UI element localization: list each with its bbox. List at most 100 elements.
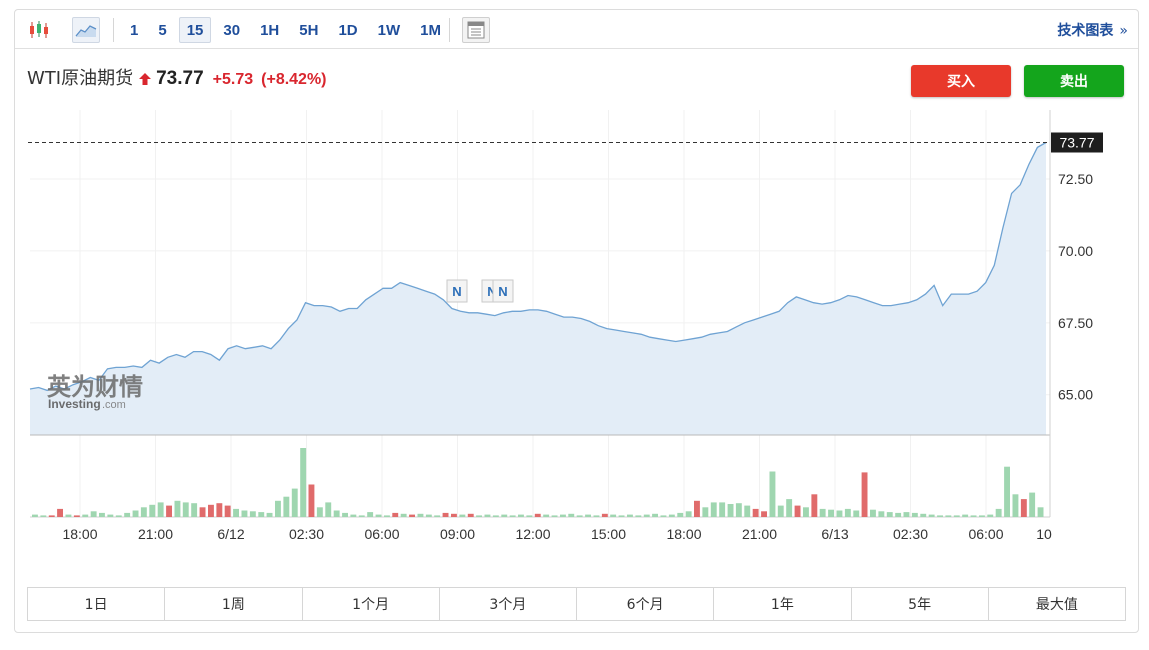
volume-bar [333, 510, 340, 517]
volume-bar [627, 514, 633, 517]
interval-30[interactable]: 30 [223, 21, 241, 39]
x-tick-label: 21:00 [138, 526, 173, 542]
volume-bar [442, 512, 449, 517]
area-chart-icon[interactable] [72, 17, 100, 43]
volume-bar [601, 513, 608, 517]
instrument-name: WTI原油期货 [27, 68, 134, 89]
interval-selector: 1 5 15 30 1H 5H 1D 1W 1M [122, 17, 453, 43]
volume-bar [384, 515, 390, 517]
volume-bar [861, 472, 868, 517]
price-chart[interactable]: 73.77 72.50 70.00 67.50 65.00 18:00 21:00 6/12 0… [15, 10, 1138, 570]
candlestick-icon[interactable] [25, 17, 53, 43]
volume-bar [99, 512, 105, 517]
chart-toolbar: 1 5 15 30 1H 5H 1D 1W 1M 技术图表» [15, 10, 1138, 49]
range-option[interactable]: 1个月 [303, 588, 440, 620]
volume-bar [182, 502, 189, 517]
x-tick-label: 02:30 [289, 526, 324, 542]
volume-bar [786, 499, 793, 517]
volume-bar [208, 504, 214, 517]
range-option[interactable]: 1日 [28, 588, 166, 620]
volume-bar [1029, 492, 1036, 517]
range-option[interactable]: 最大值 [1035, 597, 1078, 613]
volume-bar [174, 500, 181, 517]
volume-bar [199, 507, 206, 517]
volume-bar [702, 507, 709, 517]
range-option[interactable]: 5年 [852, 588, 989, 620]
tech-chart-link[interactable]: 技术图表 » [1057, 20, 1128, 40]
x-tick-label: 02:30 [893, 526, 928, 542]
volume-bar [585, 514, 591, 517]
layout-icon[interactable] [462, 17, 490, 43]
interval-1d[interactable]: 1D [338, 21, 358, 39]
volume-bar [90, 511, 97, 517]
volume-bar [551, 515, 558, 517]
volume-bar [945, 515, 952, 517]
buy-button[interactable]: 买入 [911, 65, 1011, 97]
volume-bar [434, 515, 441, 517]
news-marker[interactable]: N [492, 279, 514, 303]
volume-bar [962, 514, 969, 517]
interval-1h[interactable]: 1H [260, 21, 280, 39]
volume-bar [534, 513, 541, 517]
interval-15[interactable]: 15 [178, 17, 212, 43]
range-option[interactable]: 6个月 [577, 588, 715, 620]
price-change-percent: (+8.42%) [261, 71, 327, 88]
last-price-label: 73.77 [1059, 135, 1094, 151]
volume-bar [375, 514, 382, 517]
volume-bar [484, 514, 491, 517]
volume-bar [166, 505, 172, 517]
interval-1m[interactable]: 1M [420, 21, 441, 39]
x-tick-label: 21:00 [742, 526, 777, 542]
volume-bar [769, 471, 776, 517]
volume-bar [1037, 507, 1044, 517]
up-arrow-icon [139, 73, 152, 85]
volume-bar [953, 515, 960, 517]
volume-bar [358, 515, 365, 517]
interval-1[interactable]: 1 [130, 21, 139, 39]
x-tick-label: 6/12 [217, 526, 244, 542]
volume-bar [73, 515, 80, 517]
sell-button[interactable]: 卖出 [1024, 65, 1124, 97]
y-tick-label: 72.50 [1058, 171, 1093, 187]
volume-bar [761, 511, 767, 517]
volume-bar [501, 514, 508, 517]
watermark-en-suffix: .com [102, 399, 126, 411]
volume-bar [937, 515, 943, 517]
volume-bar [342, 512, 348, 517]
volume-bar [568, 513, 575, 517]
volume-bar [870, 509, 876, 517]
volume-bar [560, 514, 566, 517]
toolbar-separator [449, 18, 450, 42]
interval-1w[interactable]: 1W [377, 21, 401, 39]
volume-bar [853, 510, 860, 517]
news-marker-label: N [498, 284, 507, 299]
volume-bar [685, 511, 692, 517]
interval-5h[interactable]: 5H [299, 21, 319, 39]
news-marker[interactable]: N [446, 279, 468, 303]
range-option[interactable]: 1周 [165, 588, 303, 620]
volume-bar [467, 513, 474, 517]
volume-bar [677, 512, 684, 517]
volume-bar [48, 515, 55, 517]
volume-bar [82, 514, 89, 517]
volume-bar [1020, 499, 1027, 517]
volume-bar [694, 500, 700, 517]
volume-bar [451, 513, 457, 517]
volume-bar [526, 515, 533, 517]
last-price: 73.77 [156, 68, 204, 89]
volume-bar [735, 503, 742, 517]
price-change: +5.73 [212, 71, 254, 88]
interval-5[interactable]: 5 [158, 21, 167, 39]
x-tick-label: 18:00 [62, 526, 97, 542]
range-option[interactable]: 1年 [714, 588, 852, 620]
volume-bar [836, 510, 843, 517]
volume-bar [40, 515, 47, 517]
volume-bar [291, 488, 298, 517]
volume-bar [392, 512, 399, 517]
volume-bar [258, 512, 265, 517]
range-option[interactable]: 3个月 [440, 588, 577, 620]
volume-bar [635, 515, 642, 517]
volume-bar [903, 512, 910, 517]
price-line [29, 141, 1047, 392]
volume-bar [819, 508, 826, 517]
